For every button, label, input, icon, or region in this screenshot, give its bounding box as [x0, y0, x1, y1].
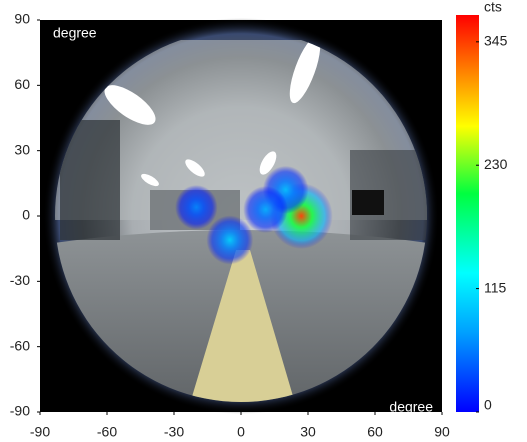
x-tick-label: 30	[300, 424, 316, 440]
colorbar-tick-label: 345	[484, 33, 508, 49]
x-tick-label: 60	[367, 424, 383, 440]
y-tick-label: 0	[22, 207, 30, 223]
y-tick-label: -60	[10, 337, 30, 353]
x-tick-label: 0	[237, 424, 245, 440]
x-tick-label: -60	[97, 424, 117, 440]
y-tick-label: 60	[14, 76, 30, 92]
x-tick-label: -30	[164, 424, 184, 440]
colorbar-tick-label: 115	[484, 279, 507, 295]
hotspot	[206, 215, 254, 265]
colorbar	[456, 15, 479, 412]
colorbar-tick-label: 0	[484, 397, 492, 413]
y-tick-label: 90	[14, 11, 30, 27]
hotspot	[175, 184, 218, 230]
x-tick-label: 90	[434, 424, 450, 440]
hotspot	[243, 185, 288, 233]
photo	[55, 36, 427, 402]
colorbar-label: cts	[484, 0, 502, 15]
x-tick-label: -90	[30, 424, 50, 440]
y-tick-label: -30	[10, 272, 30, 288]
colorbar-tick-label: 230	[484, 156, 508, 172]
annotation: degree	[389, 399, 433, 415]
y-tick-label: -90	[10, 403, 30, 419]
annotation: degree	[53, 25, 97, 41]
y-tick-label: 30	[14, 141, 30, 157]
